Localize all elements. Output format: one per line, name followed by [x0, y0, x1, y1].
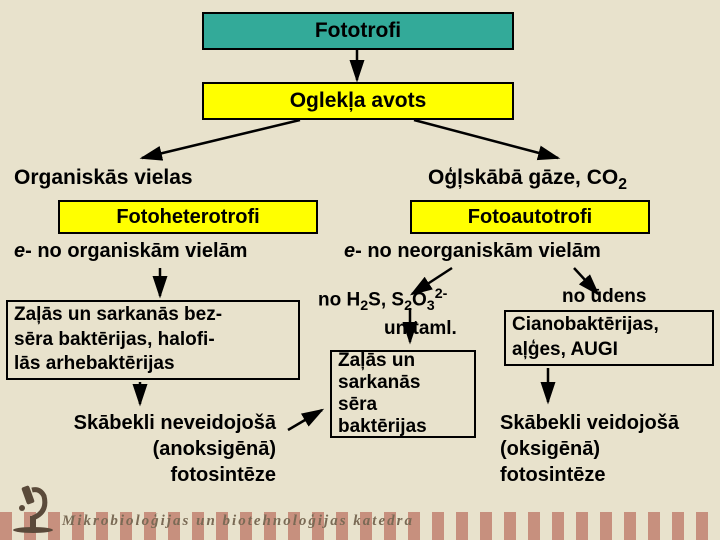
label-organiskas: Organiskās vielas: [14, 166, 193, 190]
label-no-h2s: no H2S, S2O32-: [318, 286, 447, 314]
l2: (anoksigēnā): [36, 436, 276, 462]
microscope-icon: [10, 480, 56, 534]
label-e-neorganiskam: e- no neorganiskām vielām: [344, 240, 601, 263]
s3: 3: [427, 298, 435, 314]
line3: lās arhebaktērijas: [14, 352, 175, 377]
rest: - no organiskām vielām: [25, 240, 247, 262]
p1: no H: [318, 289, 360, 310]
box-fotoheterotrofi: Fotoheterotrofi: [58, 200, 318, 234]
s4: 2-: [435, 286, 448, 302]
label: Oglekļa avots: [290, 89, 427, 113]
p3: O: [412, 289, 427, 310]
l2: (oksigēnā): [500, 436, 679, 462]
line1: Zaļās un sarkanās bez-: [14, 303, 222, 328]
box-ciano: Cianobaktērijas, aļģes, AUGI: [504, 310, 714, 366]
label-anoksigena: Skābekli neveidojošā (anoksigēnā) fotosi…: [36, 410, 276, 488]
line2: sēra baktērijas, halofi-: [14, 328, 215, 353]
l1: Skābekli neveidojošā: [36, 410, 276, 436]
l3: fotosintēze: [36, 462, 276, 488]
footer-text: Mikrobioloģijas un biotehnoloģijas kated…: [62, 513, 414, 530]
box-sarkanas-sera: Zaļās un sarkanās sēra baktērijas: [330, 350, 476, 438]
box-oglekla-avots: Oglekļa avots: [202, 82, 514, 120]
e: e: [14, 240, 25, 262]
pre: Oģļskābā gāze, CO: [428, 166, 618, 189]
label: Fotoheterotrofi: [116, 206, 259, 229]
p2: S, S: [368, 289, 404, 310]
box-fototrofi: Fototrofi: [202, 12, 514, 50]
label: Fototrofi: [315, 19, 401, 43]
box-fotoautotrofi: Fotoautotrofi: [410, 200, 650, 234]
s2: 2: [404, 298, 412, 314]
label-oksigena: Skābekli veidojošā (oksigēnā) fotosintēz…: [500, 410, 679, 488]
line3: sēra: [338, 394, 377, 416]
rest: - no neorganiskām vielām: [355, 240, 601, 262]
s1: 2: [360, 298, 368, 314]
e: e: [344, 240, 355, 262]
box-zalas-bezsera: Zaļās un sarkanās bez- sēra baktērijas, …: [6, 300, 300, 380]
line2: aļģes, AUGI: [512, 338, 618, 363]
label: Fotoautotrofi: [468, 206, 592, 229]
line2: sarkanās: [338, 372, 420, 394]
label-e-organiskam: e- no organiskām vielām: [14, 240, 247, 263]
sub: 2: [618, 176, 627, 193]
line4: baktērijas: [338, 416, 427, 438]
line1: Cianobaktērijas,: [512, 313, 659, 338]
label-no-udens: no ūdens: [562, 286, 646, 308]
line1: Zaļās un: [338, 350, 415, 372]
label-un-taml: un taml.: [384, 318, 457, 340]
l1: Skābekli veidojošā: [500, 410, 679, 436]
label-ogskaba: Oģļskābā gāze, CO2: [428, 166, 627, 194]
l3: fotosintēze: [500, 462, 679, 488]
